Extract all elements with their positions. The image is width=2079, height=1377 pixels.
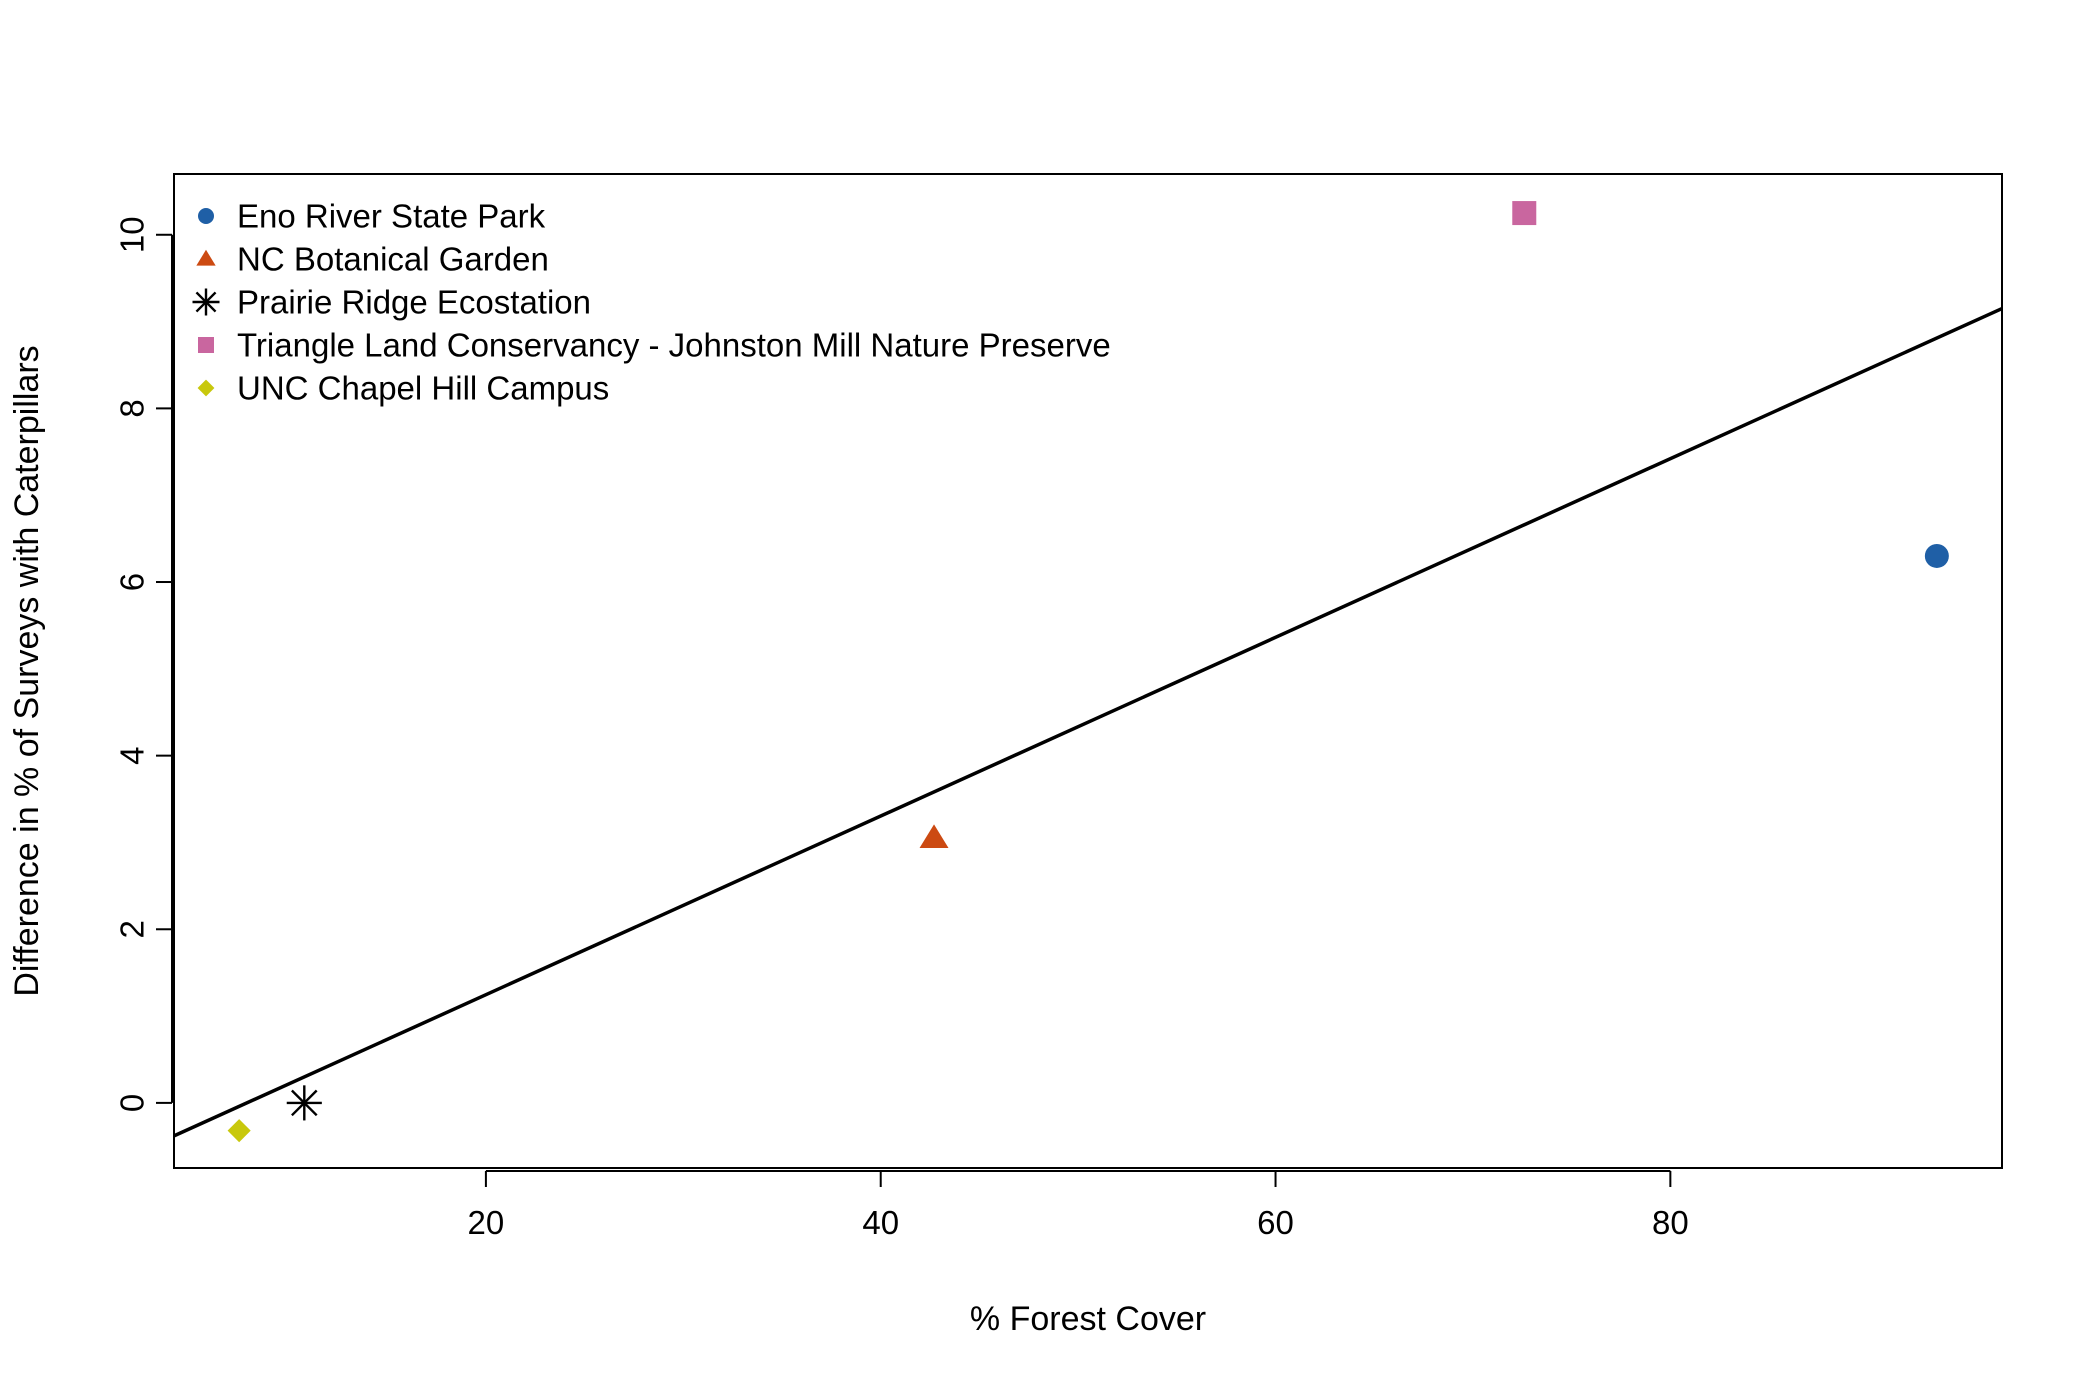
- legend-label: UNC Chapel Hill Campus: [237, 370, 609, 407]
- legend-label: Prairie Ridge Ecostation: [237, 284, 591, 321]
- y-tick-label: 8: [114, 399, 151, 417]
- regression-line: [173, 306, 2003, 1138]
- legend-label: Eno River State Park: [237, 198, 546, 235]
- legend-marker: [196, 249, 216, 266]
- data-point-2: [919, 824, 949, 849]
- x-axis-label: % Forest Cover: [970, 1300, 1206, 1338]
- legend-item: Eno River State Park: [198, 198, 546, 235]
- legend: Eno River State Park NC Botanical Garden P…: [192, 198, 1111, 407]
- x-tick-label: 20: [468, 1204, 505, 1241]
- data-point-1: [1924, 543, 1949, 568]
- legend-item: NC Botanical Garden: [196, 241, 549, 278]
- legend-label: NC Botanical Garden: [237, 241, 549, 278]
- y-tick-label: 4: [114, 746, 151, 764]
- legend-marker: [198, 208, 214, 224]
- y-axis-label: Difference in % of Surveys with Caterpil…: [8, 345, 46, 996]
- legend-marker: [197, 379, 215, 397]
- x-tick-label: 40: [862, 1204, 899, 1241]
- plot-frame: [173, 173, 2003, 1169]
- legend-label: Triangle Land Conservancy - Johnston Mil…: [237, 327, 1111, 364]
- data-point-4: [1512, 201, 1537, 226]
- y-tick-label: 6: [114, 573, 151, 591]
- x-tick-label: 80: [1652, 1204, 1689, 1241]
- y-tick-label: 2: [114, 920, 151, 938]
- data-point-3: [286, 1085, 322, 1121]
- x-axis: 20 40 60 80: [468, 1170, 1689, 1241]
- legend-item: Triangle Land Conservancy - Johnston Mil…: [198, 327, 1111, 364]
- legend-marker: [198, 337, 214, 353]
- y-axis: 0 2 4 6 8 10: [114, 216, 173, 1112]
- legend-item: UNC Chapel Hill Campus: [197, 370, 609, 407]
- y-tick-label: 0: [114, 1094, 151, 1112]
- regression-layer: [173, 306, 2003, 1138]
- legend-marker: [192, 288, 220, 316]
- points-layer: [227, 201, 1949, 1143]
- data-point-5: [227, 1119, 251, 1143]
- x-tick-label: 60: [1257, 1204, 1294, 1241]
- legend-item: Prairie Ridge Ecostation: [192, 284, 591, 321]
- y-tick-label: 10: [114, 216, 151, 253]
